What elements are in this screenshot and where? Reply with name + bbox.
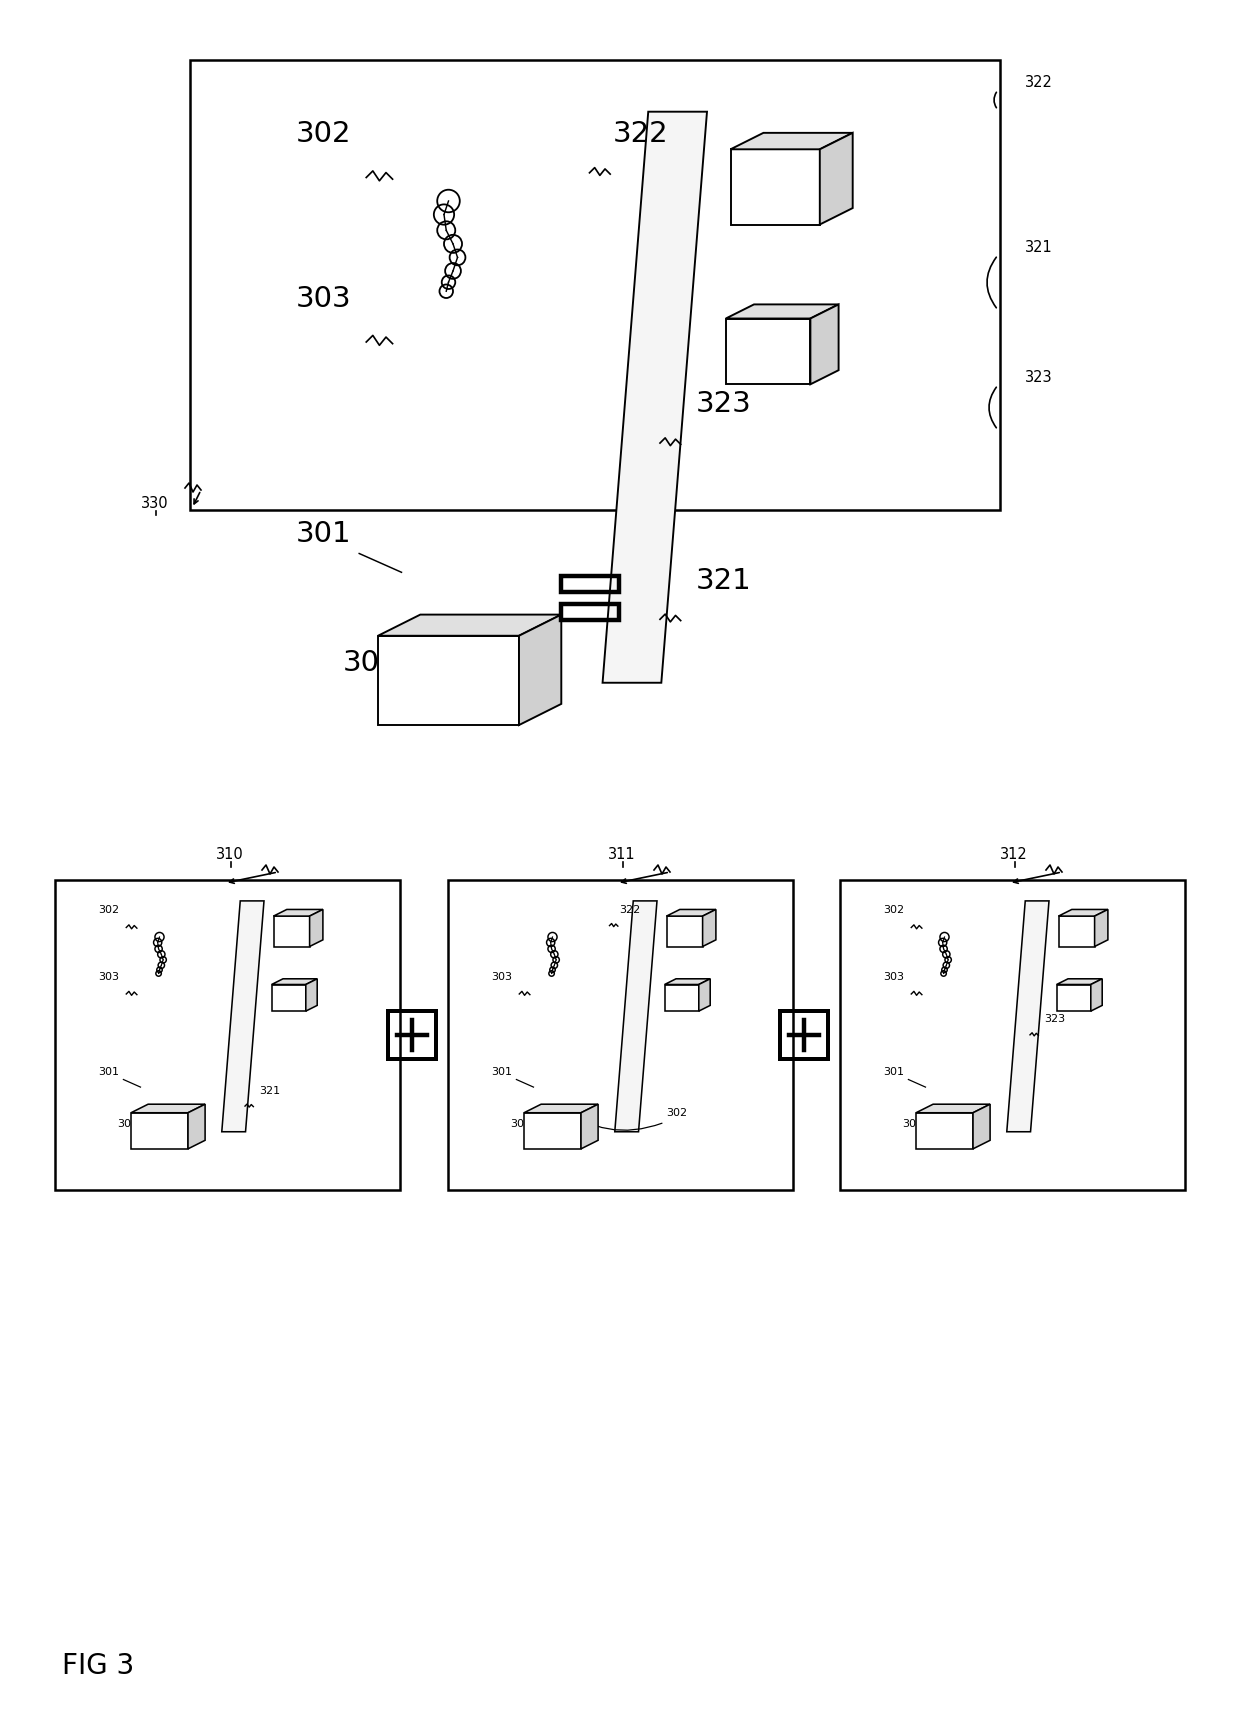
Text: 311: 311 — [608, 848, 636, 862]
Text: 330: 330 — [141, 496, 169, 512]
Polygon shape — [378, 615, 562, 636]
Polygon shape — [274, 910, 322, 917]
Polygon shape — [525, 1113, 582, 1149]
Polygon shape — [1007, 901, 1049, 1132]
Polygon shape — [703, 910, 715, 946]
Polygon shape — [378, 636, 520, 725]
Text: 303: 303 — [98, 972, 119, 982]
Bar — [560, 575, 619, 593]
Text: FIG 3: FIG 3 — [62, 1652, 134, 1680]
Polygon shape — [131, 1113, 188, 1149]
Polygon shape — [310, 910, 322, 946]
Text: 301: 301 — [98, 1067, 119, 1077]
Text: 321: 321 — [696, 567, 751, 594]
Polygon shape — [188, 1104, 205, 1149]
Polygon shape — [667, 917, 703, 946]
Text: 301: 301 — [491, 1067, 512, 1077]
Text: 301: 301 — [883, 1067, 904, 1077]
Polygon shape — [1095, 910, 1107, 946]
Polygon shape — [916, 1113, 973, 1149]
Polygon shape — [222, 901, 264, 1132]
Polygon shape — [973, 1104, 990, 1149]
Polygon shape — [520, 615, 562, 725]
Text: 323: 323 — [696, 391, 751, 419]
Polygon shape — [582, 1104, 598, 1149]
Polygon shape — [699, 979, 711, 1011]
Polygon shape — [725, 305, 838, 319]
Polygon shape — [667, 910, 715, 917]
Text: 303: 303 — [296, 284, 351, 314]
Polygon shape — [916, 1104, 990, 1113]
Text: 302: 302 — [883, 905, 904, 915]
Polygon shape — [272, 984, 306, 1011]
Polygon shape — [274, 917, 310, 946]
Text: 301: 301 — [296, 520, 351, 548]
Bar — [560, 605, 619, 620]
Polygon shape — [1059, 910, 1107, 917]
Text: 304: 304 — [510, 1118, 531, 1129]
Text: 323: 323 — [1044, 1015, 1065, 1025]
Polygon shape — [1091, 979, 1102, 1011]
Polygon shape — [1056, 979, 1102, 984]
Text: 323: 323 — [1025, 370, 1053, 384]
Polygon shape — [665, 984, 699, 1011]
Polygon shape — [725, 319, 811, 384]
Polygon shape — [1056, 984, 1091, 1011]
Text: 302: 302 — [98, 905, 119, 915]
Text: 303: 303 — [491, 972, 512, 982]
Bar — [448, 880, 794, 1191]
Polygon shape — [820, 133, 853, 224]
Text: 312: 312 — [1001, 848, 1028, 862]
Polygon shape — [525, 1104, 598, 1113]
Polygon shape — [131, 1104, 205, 1113]
Text: 310: 310 — [216, 848, 244, 862]
Text: 303: 303 — [883, 972, 904, 982]
Polygon shape — [272, 979, 317, 984]
Text: 302: 302 — [296, 121, 351, 148]
Text: 321: 321 — [1025, 239, 1053, 255]
Polygon shape — [811, 305, 838, 384]
Polygon shape — [730, 150, 820, 224]
Polygon shape — [665, 979, 711, 984]
Text: 321: 321 — [259, 1085, 280, 1096]
Bar — [388, 1011, 436, 1060]
Bar — [190, 60, 999, 510]
Text: 304: 304 — [342, 650, 398, 677]
Bar — [55, 880, 401, 1191]
Text: 304: 304 — [901, 1118, 923, 1129]
Text: 322: 322 — [613, 121, 668, 148]
Bar — [780, 1011, 828, 1060]
Text: 322: 322 — [619, 905, 640, 915]
Polygon shape — [730, 133, 853, 150]
Polygon shape — [1059, 917, 1095, 946]
Text: 322: 322 — [1025, 76, 1053, 90]
Text: 304: 304 — [117, 1118, 138, 1129]
Polygon shape — [615, 901, 657, 1132]
Polygon shape — [603, 112, 707, 682]
Text: 302: 302 — [667, 1108, 688, 1118]
Polygon shape — [306, 979, 317, 1011]
Bar — [839, 880, 1185, 1191]
